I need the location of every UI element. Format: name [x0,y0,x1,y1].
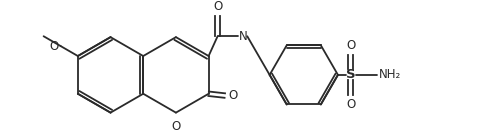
Text: S: S [346,68,355,81]
Text: O: O [346,98,355,111]
Text: O: O [229,89,238,102]
Text: O: O [346,38,355,52]
Text: O: O [50,40,59,53]
Text: O: O [213,0,222,13]
Text: NH₂: NH₂ [379,68,402,81]
Text: O: O [171,120,180,133]
Text: N: N [239,30,247,43]
